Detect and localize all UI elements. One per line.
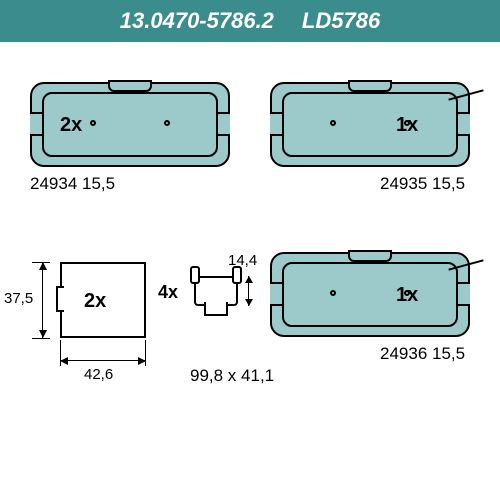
qty-top-right: 1x — [396, 114, 418, 137]
qty-bottom-right: 1x — [396, 284, 418, 307]
part-code: LD5786 — [302, 8, 380, 34]
label-top-right: 24935 15,5 — [380, 174, 465, 194]
dim-plate-width: 42,6 — [84, 366, 113, 383]
dim-plate-height: 37,5 — [4, 290, 33, 307]
qty-clip: 4x — [158, 282, 178, 303]
label-top-left: 24934 15,5 — [30, 174, 115, 194]
part-number: 13.0470-5786.2 — [120, 8, 274, 34]
qty-top-left: 2x — [60, 114, 82, 137]
dim-overall: 99,8 x 41,1 — [190, 366, 274, 386]
dim-clip-height: 14,4 — [228, 252, 257, 269]
diagram-area: 2x 24934 15,5 1x 24935 15,5 1x 24936 15,… — [0, 42, 500, 500]
label-bottom-right: 24936 15,5 — [380, 344, 465, 364]
qty-backing: 2x — [84, 290, 106, 313]
header-bar: 13.0470-5786.2 LD5786 — [0, 0, 500, 42]
